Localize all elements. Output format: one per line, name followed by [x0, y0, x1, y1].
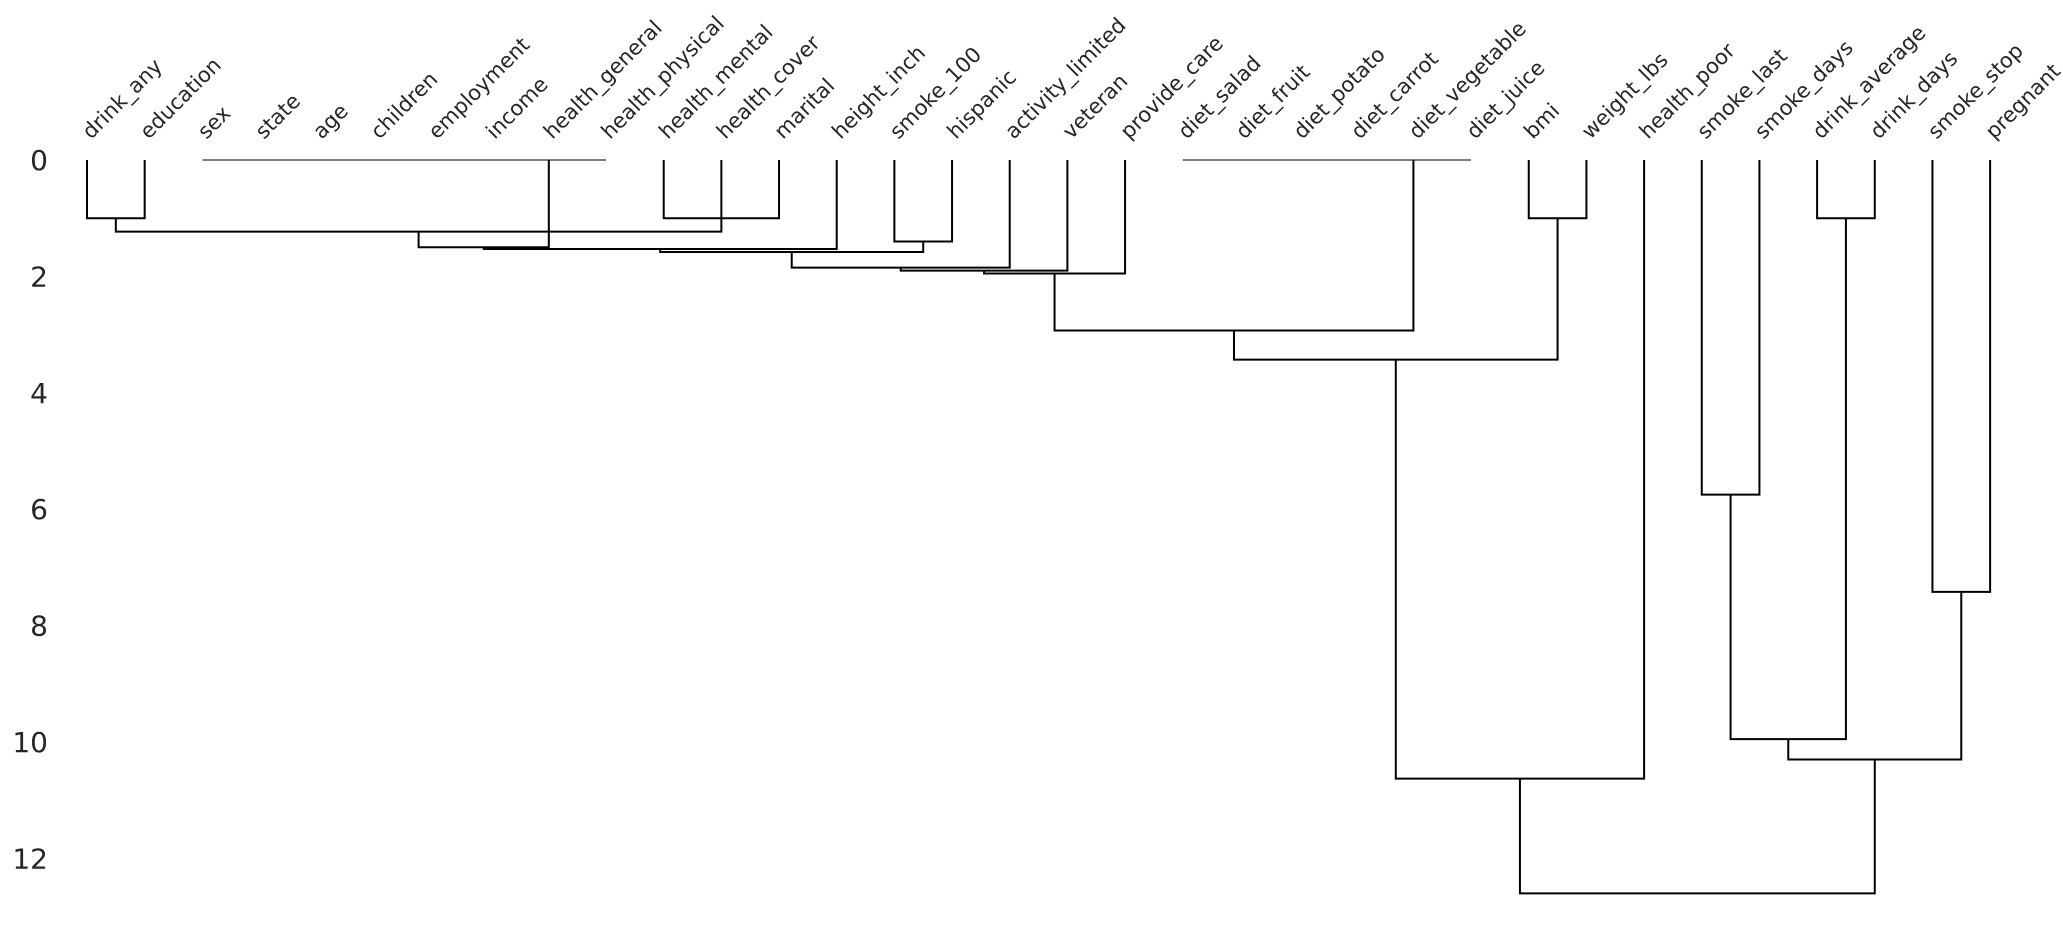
leaf-label-bmi: bmi — [1519, 99, 1564, 144]
y-tick-label-4: 4 — [30, 377, 48, 410]
merge-m6-branch — [114, 160, 723, 233]
merge-m18-branch — [1729, 218, 1847, 741]
merge-m4-branch — [1527, 160, 1588, 220]
merge-m14-branch — [1053, 160, 1415, 332]
y-tick-label-2: 2 — [30, 260, 48, 293]
y-tick-label-12: 12 — [12, 842, 48, 875]
y-axis: 0 2 4 6 8 10 12 — [12, 144, 48, 875]
merge-m20-branch — [1394, 160, 1646, 780]
merge-m7-branch — [417, 160, 550, 249]
leaf-label-employment: employment — [424, 33, 535, 144]
merge-m9-branch — [482, 160, 838, 251]
merge-m15-branch — [1232, 218, 1559, 361]
merge-m17-branch — [1931, 160, 1992, 593]
merge-m10-branch — [659, 241, 925, 253]
merge-m16-branch — [1700, 160, 1761, 496]
leaf-label-state: state — [251, 89, 306, 144]
leaf-label-sex: sex — [193, 101, 235, 143]
merge-m5-branch — [1816, 160, 1876, 220]
merge-m8-branch — [893, 160, 954, 243]
y-tick-label-0: 0 — [30, 144, 48, 177]
y-tick-label-8: 8 — [30, 610, 48, 643]
y-tick-label-10: 10 — [12, 726, 48, 759]
merge-m21-branch — [1518, 759, 1876, 895]
merge-m1-branch — [86, 160, 146, 220]
branches — [86, 159, 1992, 895]
merge-m19-branch — [1787, 591, 1963, 761]
y-tick-label-6: 6 — [30, 493, 48, 526]
merge-m13-branch — [983, 160, 1127, 275]
leaf-label-age: age — [308, 99, 353, 144]
merge-m12-branch — [899, 160, 1069, 272]
